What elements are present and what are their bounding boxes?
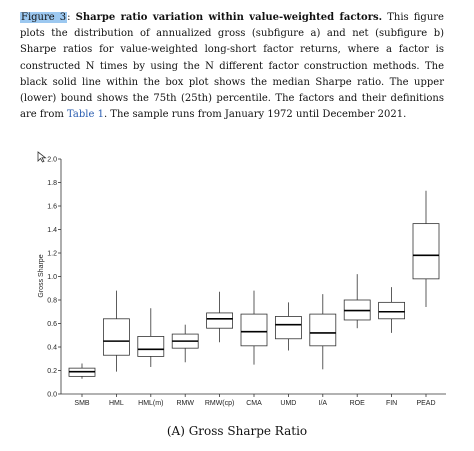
x-tick-label: PEAD: [416, 400, 435, 407]
caption-title: Sharpe ratio variation within value-weig…: [75, 12, 383, 23]
y-tick-label: 0.2: [47, 368, 57, 375]
y-tick-label: 1.6: [47, 203, 57, 210]
subfigure-caption: (A) Gross Sharpe Ratio: [166, 424, 308, 438]
box: [137, 336, 165, 357]
y-tick-label: 1.4: [47, 227, 57, 234]
caption-body: This figure plots the distribution of an…: [20, 12, 444, 121]
y-tick-label: 0.0: [47, 391, 57, 398]
y-axis-label: Gross Sharpe: [38, 254, 45, 297]
x-tick-label: SMB: [74, 400, 90, 407]
mouse-pointer-icon: [37, 151, 47, 163]
box: [206, 312, 234, 329]
y-tick-label: 1.2: [47, 250, 57, 257]
x-tick-label: CMA: [246, 400, 262, 407]
y-tick-label: 0.6: [47, 321, 57, 328]
x-tick-label: ROE: [350, 400, 366, 407]
y-tick-label: 0.4: [47, 344, 57, 351]
box: [412, 223, 440, 280]
box: [274, 316, 302, 340]
box: [309, 313, 337, 347]
box: [103, 318, 130, 356]
box: [378, 301, 406, 320]
caption-body-end: . The sample runs from January 1972 unti…: [103, 109, 407, 121]
y-tick-label: 1.0: [47, 274, 57, 281]
x-tick-label: UMD: [280, 400, 296, 407]
x-tick-label: I/A: [319, 400, 328, 407]
x-tick-label: HML(m): [138, 400, 163, 407]
x-tick-label: RMW(cp): [205, 400, 235, 407]
figure-caption: Figure 3: Sharpe ratio variation within …: [20, 12, 444, 121]
x-tick-label: HML: [109, 400, 124, 407]
x-tick-label: RMW: [176, 400, 194, 407]
y-tick-label: 1.8: [47, 180, 57, 187]
box: [240, 313, 268, 347]
y-tick-label: 2.0: [47, 156, 57, 163]
figure-label[interactable]: Figure 3: [20, 12, 68, 23]
table-1-link[interactable]: Table 1: [67, 109, 104, 121]
x-tick-label: FIN: [386, 400, 397, 407]
y-tick-label: 0.8: [47, 297, 57, 304]
